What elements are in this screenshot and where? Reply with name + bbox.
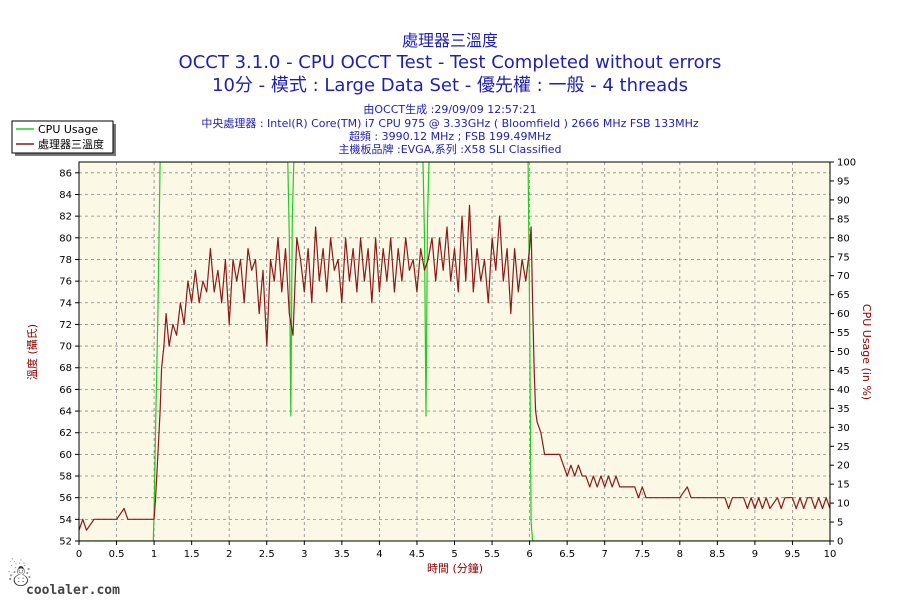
- info-line-2: 超頻 : 3990.12 MHz ; FSB 199.49MHz: [349, 129, 551, 143]
- y-left-tick-label: 82: [59, 212, 72, 223]
- ticks: 0 0.5 1 1.5 2 2.5 3 3.5 4 4.5 5 5.5 6 6.5 7 7.5 8 8.5 9 9.5…: [59, 158, 856, 561]
- y-right-tick-label: 45: [837, 366, 850, 377]
- y-right-tick-label: 25: [837, 442, 850, 453]
- x-tick-label: 8: [677, 549, 683, 560]
- info-line-3: 主機板品牌 :EVGA,系列 :X58 SLI Classified: [339, 142, 562, 156]
- legend-box: [11, 120, 114, 154]
- x-tick-label: 4.5: [409, 549, 425, 560]
- legend-label-cpu-usage: CPU Usage: [38, 123, 98, 136]
- y-left-tick-label: 78: [59, 255, 72, 266]
- x-tick-label: 3: [301, 549, 307, 560]
- x-tick-label: 1: [151, 549, 157, 560]
- y-right-tick-label: 20: [837, 461, 850, 472]
- y-right-tick-label: 5: [837, 518, 843, 529]
- x-tick-label: 1.5: [184, 549, 200, 560]
- y-left-tick-label: 56: [59, 493, 72, 504]
- x-tick-label: 10: [824, 549, 837, 560]
- y-left-tick-label: 62: [59, 428, 72, 439]
- y-left-tick-label: 80: [59, 233, 72, 244]
- x-tick-label: 5.5: [484, 549, 500, 560]
- plot-area: [79, 162, 830, 541]
- y-right-tick-label: 95: [837, 176, 850, 187]
- y-right-tick-label: 50: [837, 347, 850, 358]
- legend: CPU Usage 處理器三溫度: [11, 120, 116, 156]
- series-line-cpu-usage: [79, 162, 830, 541]
- x-tick-label: 5: [451, 549, 457, 560]
- chart-subtitle-2: 10分 - 模式 : Large Data Set - 優先權 : 一般 - 4…: [212, 75, 688, 96]
- y-right-tick-label: 60: [837, 309, 850, 320]
- x-tick-label: 6: [526, 549, 532, 560]
- legend-label-cpu-temp: 處理器三溫度: [38, 137, 104, 151]
- chart-title: 處理器三溫度: [402, 31, 498, 50]
- x-tick-label: 2.5: [259, 549, 275, 560]
- y-right-tick-label: 10: [837, 499, 850, 510]
- watermark-text: coolaler.com: [26, 583, 120, 598]
- x-tick-label: 9: [752, 549, 758, 560]
- x-tick-label: 9.5: [784, 549, 800, 560]
- y-right-tick-label: 80: [837, 233, 850, 244]
- x-tick-label: 0: [76, 549, 82, 560]
- y-right-tick-label: 40: [837, 385, 850, 396]
- series-layer: [79, 162, 830, 541]
- x-tick-label: 0.5: [109, 549, 125, 560]
- x-tick-label: 8.5: [709, 549, 725, 560]
- x-tick-label: 4: [376, 549, 382, 560]
- y-left-tick-label: 86: [59, 168, 72, 179]
- chart-subtitle-1: OCCT 3.1.0 - CPU OCCT Test - Test Comple…: [179, 52, 722, 73]
- y-right-tick-label: 70: [837, 271, 850, 282]
- info-line-1: 中央處理器 : Intel(R) Core(TM) i7 CPU 975 @ 3…: [201, 116, 699, 130]
- y-left-tick-label: 66: [59, 385, 72, 396]
- y-right-tick-label: 85: [837, 214, 850, 225]
- y-right-tick-label: 35: [837, 404, 850, 415]
- y-right-tick-label: 0: [837, 537, 843, 548]
- x-tick-label: 2: [226, 549, 232, 560]
- y-right-tick-label: 100: [837, 158, 856, 169]
- x-tick-label: 7.5: [634, 549, 650, 560]
- y-right-tick-label: 75: [837, 252, 850, 263]
- y-left-tick-label: 64: [59, 407, 72, 418]
- x-axis-label: 時間 (分鐘): [427, 561, 483, 575]
- y-right-tick-label: 30: [837, 423, 850, 434]
- y-left-tick-label: 70: [59, 342, 72, 353]
- y-left-tick-label: 74: [59, 298, 72, 309]
- info-line-0: 由OCCT生成 :29/09/09 12:57:21: [363, 102, 536, 116]
- series-line-cpu-temperature: [79, 204, 830, 531]
- y-left-tick-label: 68: [59, 363, 72, 374]
- y-right-tick-label: 65: [837, 290, 850, 301]
- y-left-tick-label: 54: [59, 515, 72, 526]
- x-tick-label: 6.5: [559, 549, 575, 560]
- y-left-tick-label: 72: [59, 320, 72, 331]
- y-left-tick-label: 76: [59, 277, 72, 288]
- y-left-tick-label: 52: [59, 537, 72, 548]
- x-tick-label: 7: [602, 549, 608, 560]
- y-axis-label-right: CPU Usage (in %): [860, 304, 873, 400]
- watermark: ☃ coolaler.com: [6, 558, 120, 598]
- x-tick-label: 3.5: [334, 549, 350, 560]
- watermark-glyph: ☃: [6, 558, 33, 594]
- y-right-tick-label: 15: [837, 480, 850, 491]
- y-right-tick-label: 90: [837, 195, 850, 206]
- y-axis-label-left: 溫度 (攝氏): [25, 324, 39, 380]
- y-left-tick-label: 60: [59, 450, 72, 461]
- y-left-tick-label: 84: [59, 190, 72, 201]
- y-left-tick-label: 58: [59, 472, 72, 483]
- y-right-tick-label: 55: [837, 328, 850, 339]
